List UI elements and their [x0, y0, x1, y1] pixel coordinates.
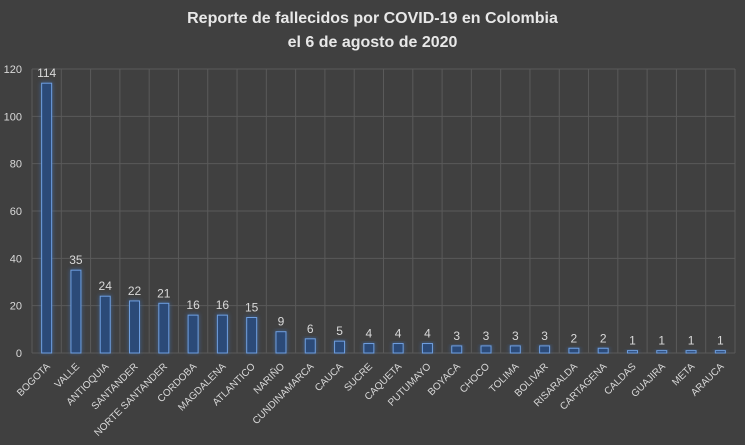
data-label: 22 — [128, 284, 142, 298]
x-tick-label: BOGOTA — [15, 361, 53, 399]
data-label: 3 — [483, 329, 490, 343]
bar — [334, 340, 346, 354]
y-tick-label: 120 — [4, 64, 22, 76]
data-label: 15 — [245, 301, 259, 315]
bar — [714, 350, 726, 354]
bar — [187, 314, 199, 354]
bar — [216, 314, 228, 354]
bar — [509, 345, 521, 354]
data-label: 1 — [688, 334, 695, 348]
bar — [451, 345, 463, 354]
data-label: 16 — [216, 298, 230, 312]
bar — [656, 350, 668, 354]
y-tick-label: 100 — [4, 111, 22, 123]
data-label: 2 — [600, 331, 607, 345]
y-tick-label: 60 — [10, 206, 22, 218]
bar — [41, 82, 53, 354]
y-tick-label: 0 — [16, 348, 22, 360]
bar — [685, 350, 697, 354]
data-label: 1 — [658, 334, 665, 348]
bar — [626, 350, 638, 354]
y-tick-label: 20 — [10, 301, 22, 313]
chart-title-line2: el 6 de agosto de 2020 — [287, 34, 458, 51]
bar — [304, 338, 316, 354]
bar — [392, 343, 404, 354]
bar — [246, 317, 258, 354]
data-label: 4 — [424, 327, 431, 341]
data-label: 6 — [307, 322, 314, 336]
bar — [597, 347, 609, 354]
bar — [129, 300, 141, 354]
data-label: 4 — [395, 327, 402, 341]
data-label: 9 — [278, 315, 285, 329]
y-tick-label: 40 — [10, 253, 22, 265]
bar — [421, 343, 433, 354]
data-label: 5 — [336, 324, 343, 338]
data-label: 1 — [629, 334, 636, 348]
x-tick-label: ARAUCA — [689, 361, 726, 398]
data-label: 114 — [37, 66, 56, 80]
x-tick-label: BOYACA — [426, 361, 463, 398]
x-tick-label: CAUCA — [313, 361, 346, 394]
x-tick-label: META — [670, 361, 697, 388]
data-label: 4 — [366, 327, 373, 341]
bar — [363, 343, 375, 354]
x-tick-label: CHOCO — [458, 361, 492, 395]
data-label: 3 — [453, 329, 460, 343]
data-label: 2 — [571, 331, 578, 345]
bar — [539, 345, 551, 354]
data-label: 16 — [186, 298, 200, 312]
data-label: 35 — [69, 253, 83, 267]
bar — [480, 345, 492, 354]
bar — [275, 331, 287, 354]
bar — [568, 347, 580, 354]
bar — [70, 269, 82, 354]
bar — [99, 295, 111, 354]
data-label: 3 — [541, 329, 548, 343]
y-tick-label: 80 — [10, 159, 22, 171]
chart-title-line1: Reporte de fallecidos por COVID-19 en Co… — [187, 10, 558, 27]
data-label: 1 — [717, 334, 724, 348]
data-label: 24 — [99, 279, 113, 293]
bar — [158, 302, 170, 354]
data-label: 21 — [157, 286, 171, 300]
data-label: 3 — [512, 329, 519, 343]
